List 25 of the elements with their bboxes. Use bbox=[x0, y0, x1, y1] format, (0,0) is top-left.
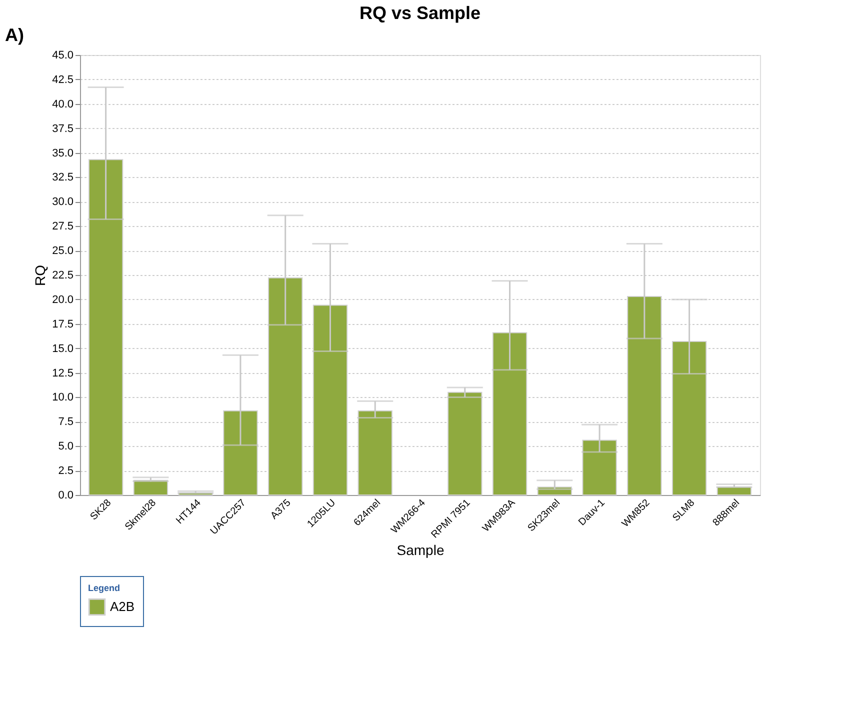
y-tick-label: 45.0 bbox=[52, 50, 74, 62]
y-tick-label: 2.5 bbox=[58, 465, 74, 478]
y-tick-label: 40.0 bbox=[52, 98, 74, 110]
x-axis-title: Sample bbox=[396, 542, 444, 558]
y-tick-label: 22.5 bbox=[52, 270, 74, 282]
y-tick-label: 32.5 bbox=[52, 172, 74, 184]
y-tick-label: 20.0 bbox=[52, 294, 74, 306]
y-tick-label: 25.0 bbox=[52, 245, 74, 258]
y-tick-label: 5.0 bbox=[58, 440, 74, 453]
y-tick-label: 10.0 bbox=[52, 392, 74, 404]
y-tick-label: 12.5 bbox=[52, 367, 74, 380]
y-tick-label: 30.0 bbox=[52, 196, 74, 208]
y-tick-label: 42.5 bbox=[52, 74, 74, 86]
y-tick-label: 7.5 bbox=[58, 416, 74, 428]
text: A) bbox=[5, 25, 24, 45]
y-axis-title: RQ bbox=[32, 264, 48, 286]
y-tick-label: 35.0 bbox=[52, 147, 74, 160]
y-tick-label: 27.5 bbox=[52, 220, 74, 233]
legend-title: Legend bbox=[88, 583, 120, 593]
y-tick-label: 37.5 bbox=[52, 122, 74, 135]
y-tick-label: 17.5 bbox=[52, 318, 74, 330]
chart-title: RQ vs Sample bbox=[359, 3, 481, 23]
y-tick-label: 0.0 bbox=[58, 490, 74, 502]
legend-label: A2B bbox=[110, 599, 135, 614]
y-tick-label: 15.0 bbox=[52, 342, 74, 355]
